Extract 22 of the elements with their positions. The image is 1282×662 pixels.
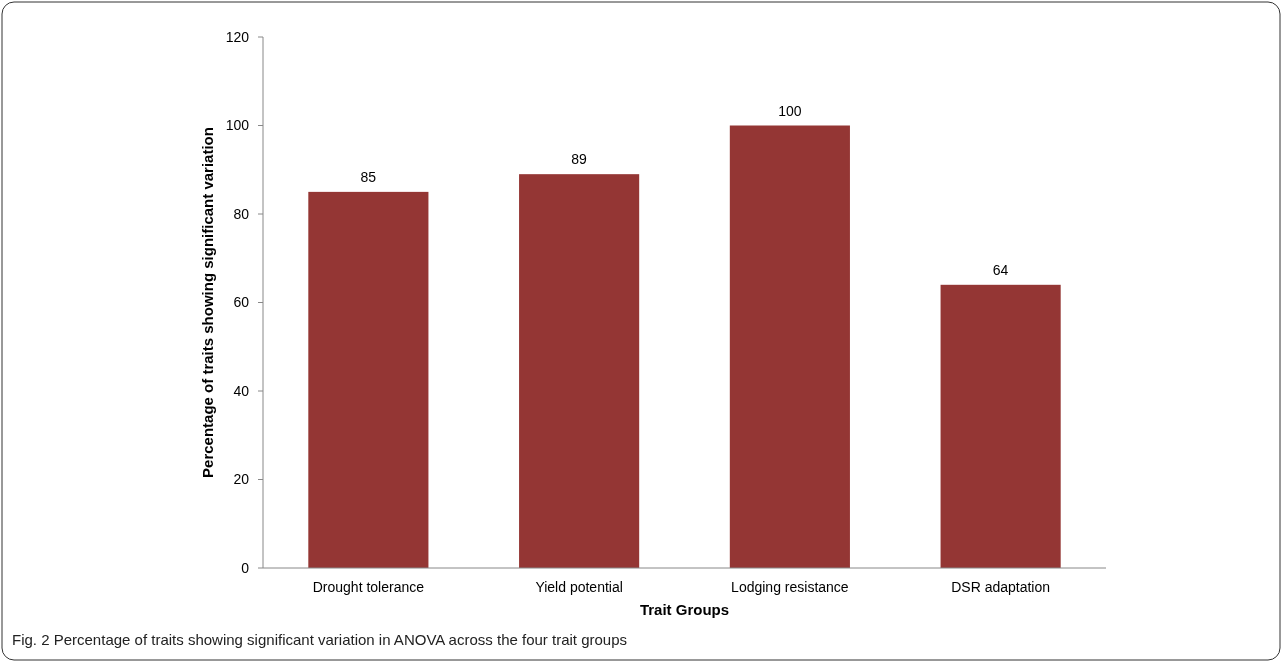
x-axis-title: Trait Groups: [639, 601, 730, 618]
y-tick-label: 120: [225, 28, 250, 45]
y-tick-label: 0: [241, 559, 250, 576]
bar: [940, 284, 1061, 568]
y-tick-label: 40: [233, 382, 250, 399]
data-label: 100: [778, 102, 802, 119]
x-tick-label: Yield potential: [535, 579, 623, 595]
y-tick-label: 60: [233, 294, 250, 311]
caption: Fig. 2 Percentage of traits showing significant variation in ANOVA across the four trait groups: [12, 631, 628, 648]
bar: [308, 191, 429, 568]
y-axis-title: Percentage of traits showing significant variation: [199, 127, 216, 478]
data-label: 85: [360, 168, 377, 185]
x-tick-label: DSR adaptation: [951, 579, 1051, 595]
y-tick-label: 80: [233, 205, 250, 222]
y-tick-label: 100: [225, 117, 250, 134]
bar: [519, 174, 640, 568]
x-tick-label: Drought tolerance: [312, 579, 425, 595]
x-tick-label: Lodging resistance: [731, 579, 849, 595]
y-tick-label: 20: [233, 471, 250, 488]
bar: [729, 125, 850, 568]
data-label: 89: [571, 151, 588, 168]
data-label: 64: [992, 261, 1009, 278]
